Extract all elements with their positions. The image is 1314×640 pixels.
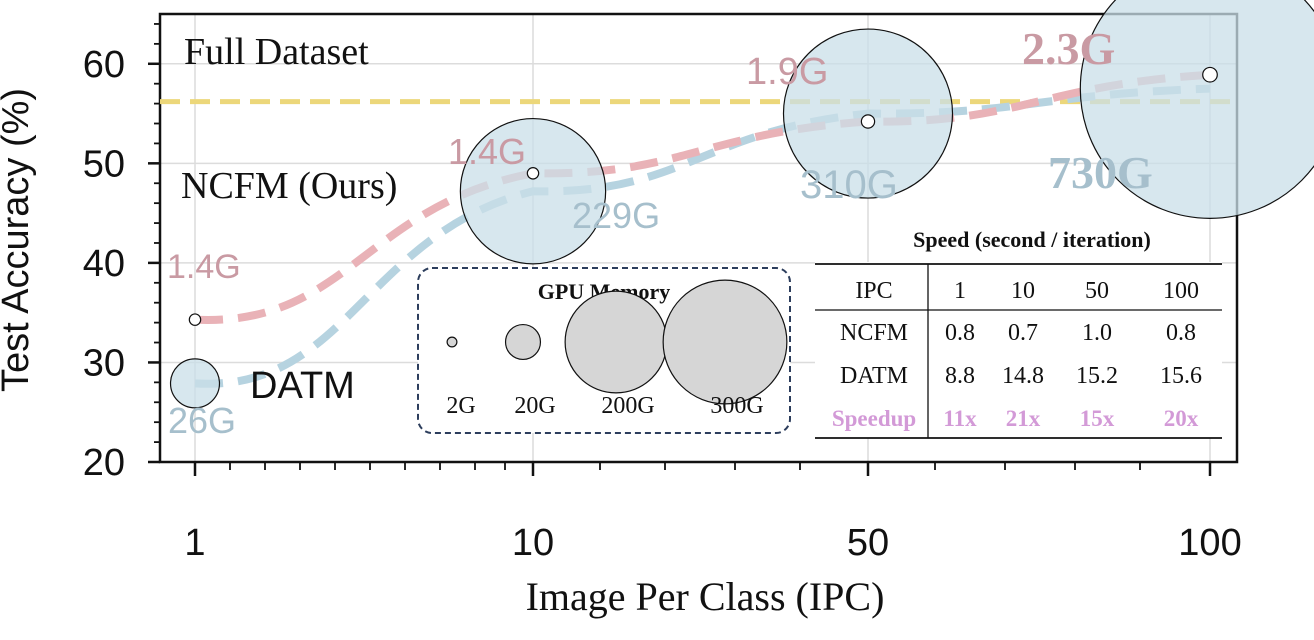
table-cell: 0.8 (945, 320, 975, 346)
y-tick-label: 50 (83, 143, 125, 185)
table-cell: 50 (1085, 278, 1109, 304)
datm-line (194, 84, 1211, 388)
y-axis-title: Test Accuracy (%) (0, 88, 37, 392)
table-cell: 0.8 (1166, 320, 1196, 346)
gpu-memory-legend: GPU Memory 2G 20G 200G 300G (417, 267, 791, 434)
x-tick-label: 10 (512, 522, 554, 564)
speed-table: Speed (second / iteration) IPC 1 10 50 100 NC… (815, 227, 1222, 439)
datm-series-label: DATM (250, 365, 355, 407)
ncfm-memory-bubble (526, 167, 540, 180)
legend-memory-label: 300G (710, 393, 763, 419)
datm-memory-bubble (169, 358, 221, 409)
ncfm-memory-label: 1.9G (746, 51, 828, 93)
datm-memory-bubble (782, 28, 954, 199)
legend-memory-bubble (662, 279, 788, 405)
ncfm-memory-bubble (860, 114, 876, 129)
datm-memory-label: 26G (168, 400, 236, 441)
table-cell: 10 (1011, 278, 1035, 304)
memory-bubbles (169, 0, 1314, 409)
ncfm-series-label: NCFM (Ours) (181, 165, 397, 207)
datm-memory-label: 229G (572, 195, 660, 236)
table-cell: 15x (1080, 406, 1115, 431)
table-cell: 15.6 (1160, 363, 1202, 389)
table-cell: 8.8 (945, 363, 975, 389)
table-cell: 20x (1164, 406, 1199, 431)
table-cell: 15.2 (1076, 363, 1118, 389)
legend-memory-label: 2G (446, 393, 475, 419)
datm-memory-bubble (1079, 0, 1314, 219)
axes: 20 30 40 50 60 1 10 50 100 (83, 12, 1242, 564)
legend-memory-bubble (564, 290, 668, 394)
speed-table-bg (815, 262, 1222, 438)
legend-memory-label: 200G (601, 393, 654, 419)
x-tick-label: 50 (847, 522, 889, 564)
table-cell: NCFM (840, 320, 908, 346)
legend-memory-label: 20G (514, 393, 555, 419)
table-cell: 21x (1006, 406, 1041, 431)
y-tick-label: 20 (83, 442, 125, 484)
datm-memory-label: 730G (1048, 147, 1153, 198)
table-cell: 11x (943, 406, 977, 431)
legend-items: 2G 20G 200G 300G (446, 279, 788, 419)
ncfm-memory-label: 1.4G (167, 248, 241, 286)
full-dataset-label: Full Dataset (184, 31, 369, 73)
y-tick-label: 60 (83, 44, 125, 86)
speed-table-title: Speed (second / iteration) (913, 227, 1151, 252)
x-axis-title: Image Per Class (IPC) (526, 574, 885, 619)
table-cell: IPC (855, 278, 892, 304)
ncfm-memory-bubble (1202, 66, 1218, 83)
memory-labels: 1.4G 1.4G 1.9G 2.3G 26G 229G 310G 730G (167, 23, 1153, 441)
datm-memory-bubble (459, 117, 607, 265)
legend-memory-bubble (446, 336, 458, 348)
legend-memory-bubble (504, 323, 542, 361)
table-cell: DATM (840, 363, 908, 389)
speed-table-cells: IPC 1 10 50 100 NCFM 0.8 0.7 1.0 0.8 DATM 8.8 14.8 15… (815, 262, 1222, 439)
y-tick-label: 40 (83, 243, 125, 285)
plot-frame (158, 12, 1239, 464)
y-tick-label: 30 (83, 342, 125, 384)
ncfm-memory-bubble (188, 313, 202, 326)
datm-memory-label: 310G (800, 163, 898, 207)
ncfm-memory-label: 2.3G (1022, 23, 1115, 74)
table-cell: 100 (1163, 278, 1199, 304)
ncfm-line (194, 70, 1211, 324)
table-cell: 14.8 (1002, 363, 1044, 389)
x-tick-label: 1 (184, 522, 205, 564)
table-cell: Speedup (832, 406, 916, 431)
table-cell: 1 (954, 278, 966, 304)
ncfm-memory-label: 1.4G (448, 131, 526, 172)
x-tick-label: 100 (1178, 522, 1241, 564)
table-cell: 1.0 (1082, 320, 1112, 346)
table-cell: 0.7 (1008, 320, 1038, 346)
